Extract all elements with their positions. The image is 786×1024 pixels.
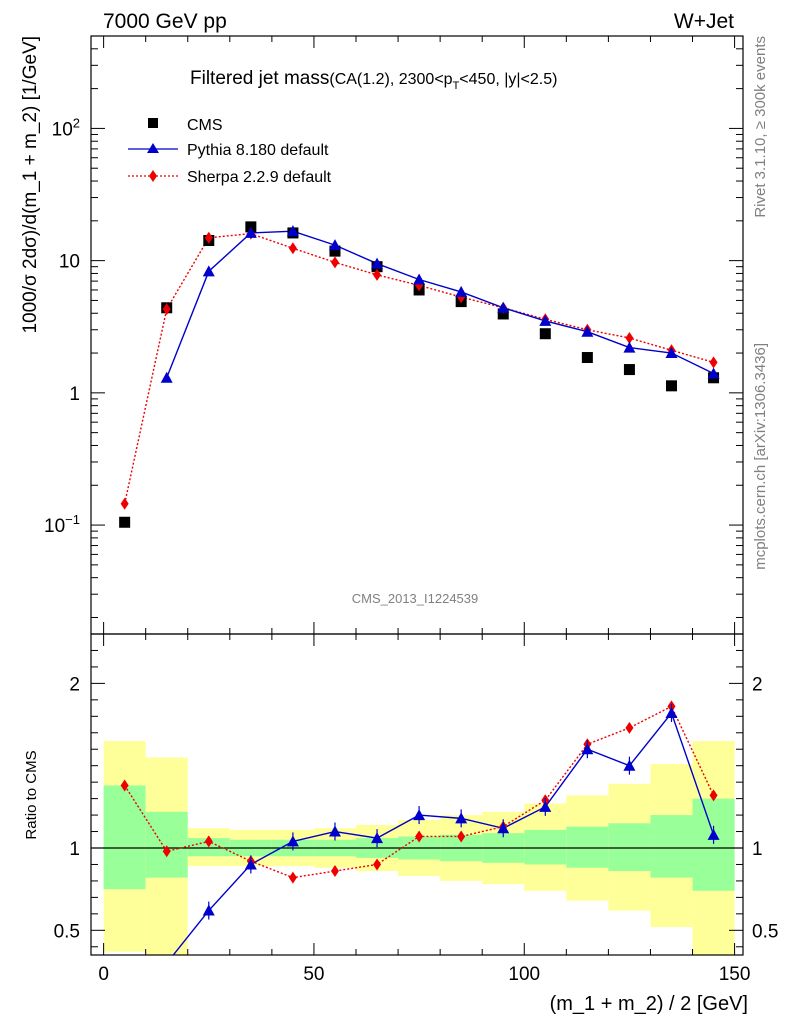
y-tick-label: 1 (69, 839, 80, 860)
data-point-sherpa (288, 242, 297, 255)
y-tick-label: 1 (69, 384, 80, 405)
data-point-pythia (707, 367, 720, 379)
ratio-point-pythia (581, 743, 594, 755)
data-point-pythia (371, 257, 384, 269)
data-point-pythia (160, 371, 173, 383)
source-label: mcplots.cern.ch [arXiv:1306.3436] (752, 343, 769, 570)
ratio-point-pythia (413, 809, 426, 821)
ratio-point-pythia (497, 822, 510, 834)
data-point-pythia (413, 273, 426, 285)
data-point-pythia (286, 225, 299, 237)
data-point-pythia (244, 226, 257, 238)
data-point-cms (581, 352, 593, 364)
header-right: W+Jet (674, 10, 734, 33)
data-point-sherpa (204, 231, 213, 244)
data-point-pythia (497, 301, 510, 313)
y-tick-label: 2 (69, 674, 80, 695)
ratio-point-pythia (286, 835, 299, 847)
x-tick-label: 100 (508, 964, 540, 985)
uncertainty-band-inner (650, 815, 693, 878)
uncertainty-band-inner (145, 811, 188, 878)
ratio-point-sherpa (204, 835, 213, 848)
ratio-point-pythia (665, 707, 678, 719)
legend-marker-sherpa (149, 170, 157, 182)
y-axis-label-main: 1000/σ 2dσ)/d(m_1 + m_2) [1/GeV] (20, 36, 41, 334)
uncertainty-band-inner (566, 826, 609, 868)
series-line-pythia (166, 230, 714, 379)
ratio-point-pythia (623, 759, 636, 771)
y-tick-label-right: 1 (752, 839, 763, 860)
analysis-watermark: CMS_2013_I1224539 (352, 591, 479, 606)
data-point-cms (497, 308, 509, 320)
uncertainty-band-inner (692, 798, 735, 891)
ratio-point-pythia (371, 832, 384, 844)
x-axis-label: (m_1 + m_2) / 2 [GeV] (550, 993, 748, 1015)
ratio-point-sherpa (373, 858, 382, 871)
data-point-pythia (202, 265, 215, 277)
ratio-point-sherpa (288, 871, 297, 884)
uncertainty-band-inner (103, 785, 146, 890)
main-panel: 10−1 1 10 102 (44, 35, 744, 635)
data-point-pythia (455, 285, 468, 297)
data-point-sherpa (625, 331, 634, 344)
ratio-point-pythia (455, 812, 468, 824)
ratio-point-pythia (202, 904, 215, 916)
data-point-sherpa (709, 356, 718, 369)
uncertainty-band-inner (524, 829, 567, 865)
data-point-cms (665, 380, 677, 392)
plot-title: Filtered jet mass(CA(1.2), 2300<pT<450, … (190, 68, 557, 92)
legend: CMS Pythia 8.180 default Sherpa 2.2.9 de… (128, 117, 332, 186)
y-tick-label: 0.5 (54, 921, 80, 942)
uncertainty-band-inner (608, 823, 651, 872)
ratio-point-sherpa (162, 845, 171, 858)
ratio-point-pythia (328, 825, 341, 837)
y-axis-label-ratio: Ratio to CMS (23, 750, 40, 839)
ratio-point-sherpa (330, 865, 339, 878)
y-tick-label: 10−1 (44, 512, 80, 537)
ratio-point-sherpa (415, 830, 424, 843)
y-tick-label-right: 2 (752, 674, 763, 695)
data-point-sherpa (120, 497, 129, 510)
header-left: 7000 GeV pp (103, 10, 227, 33)
rivet-label: Rivet 3.1.10, ≥ 300k events (752, 36, 769, 218)
ratio-point-pythia (539, 800, 552, 812)
legend-label-pythia: Pythia 8.180 default (187, 142, 329, 159)
x-tick-label: 50 (303, 964, 324, 985)
ratio-point-sherpa (457, 830, 466, 843)
data-point-sherpa (330, 256, 339, 269)
legend-label-cms: CMS (187, 117, 223, 134)
data-point-cms (329, 245, 341, 257)
x-tick-label: 0 (98, 964, 109, 985)
ratio-line-pythia (172, 711, 715, 955)
data-point-pythia (665, 347, 678, 359)
data-point-pythia (328, 239, 341, 251)
data-point-pythia (581, 325, 594, 337)
data-point-pythia (539, 314, 552, 326)
data-point-cms (539, 328, 551, 340)
data-point-cms (245, 221, 257, 233)
data-point-cms (119, 516, 131, 528)
ratio-point-pythia (244, 858, 257, 870)
ratio-point-sherpa (625, 721, 634, 734)
y-tick-label: 102 (52, 115, 80, 140)
legend-marker-pythia (147, 143, 159, 153)
data-point-sherpa (373, 268, 382, 281)
y-tick-label: 10 (59, 252, 80, 273)
ratio-point-sherpa (120, 779, 129, 792)
ratio-point-sherpa (709, 789, 718, 802)
data-point-sherpa (162, 303, 171, 316)
ratio-point-pythia (707, 828, 720, 840)
data-point-pythia (623, 341, 636, 353)
legend-marker-cms (148, 118, 158, 128)
x-tick-label: 150 (719, 964, 751, 985)
legend-label-sherpa: Sherpa 2.2.9 default (187, 169, 332, 186)
data-point-cms (623, 364, 635, 376)
y-tick-label-right: 0.5 (752, 921, 778, 942)
ratio-panel: 0 50 100 150 0.5 0.5 1 1 2 2 (54, 622, 778, 985)
ratio-frame (90, 633, 744, 956)
